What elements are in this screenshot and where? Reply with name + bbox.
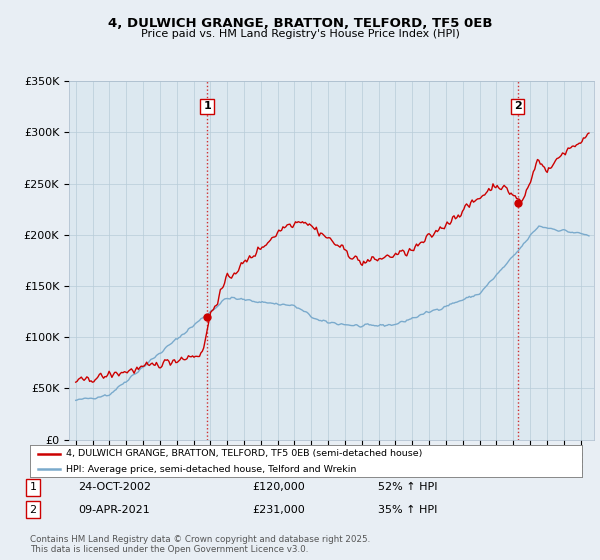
Text: Contains HM Land Registry data © Crown copyright and database right 2025.
This d: Contains HM Land Registry data © Crown c… [30,535,370,554]
Text: 4, DULWICH GRANGE, BRATTON, TELFORD, TF5 0EB (semi-detached house): 4, DULWICH GRANGE, BRATTON, TELFORD, TF5… [66,449,422,458]
Text: 1: 1 [203,101,211,111]
Text: 52% ↑ HPI: 52% ↑ HPI [378,482,437,492]
Text: 4, DULWICH GRANGE, BRATTON, TELFORD, TF5 0EB: 4, DULWICH GRANGE, BRATTON, TELFORD, TF5… [108,17,492,30]
Text: 09-APR-2021: 09-APR-2021 [78,505,150,515]
Text: 2: 2 [29,505,37,515]
Text: HPI: Average price, semi-detached house, Telford and Wrekin: HPI: Average price, semi-detached house,… [66,464,356,474]
Text: £120,000: £120,000 [252,482,305,492]
Text: 35% ↑ HPI: 35% ↑ HPI [378,505,437,515]
Text: £231,000: £231,000 [252,505,305,515]
Text: 2: 2 [514,101,521,111]
Text: 1: 1 [29,482,37,492]
Text: 24-OCT-2002: 24-OCT-2002 [78,482,151,492]
Text: Price paid vs. HM Land Registry's House Price Index (HPI): Price paid vs. HM Land Registry's House … [140,29,460,39]
